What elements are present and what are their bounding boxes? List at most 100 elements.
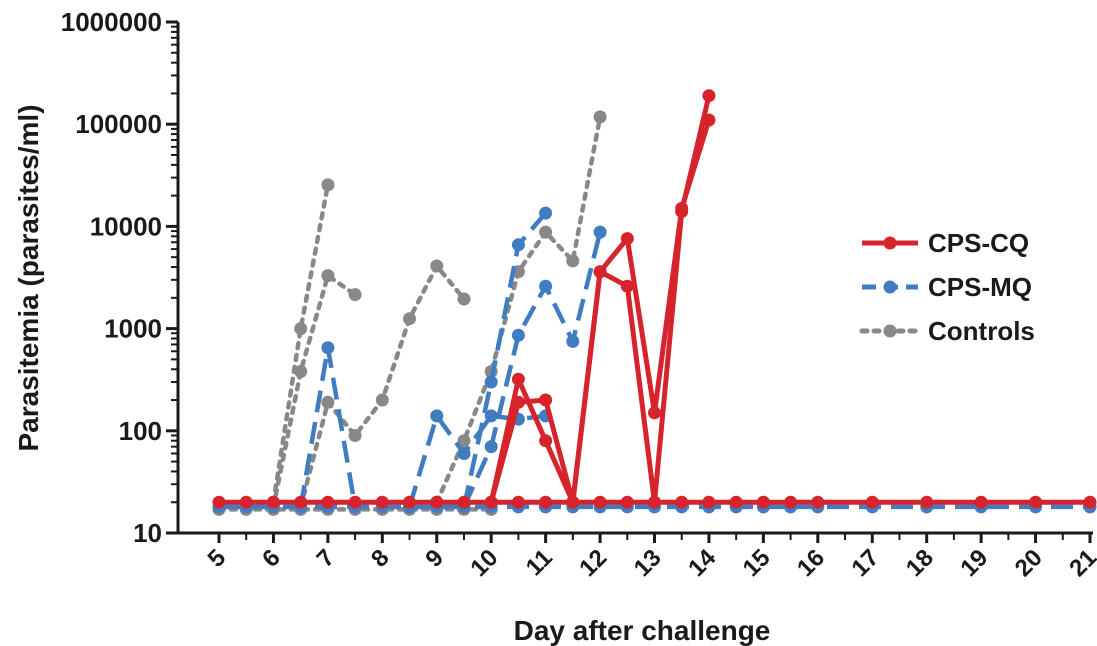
- data-point: [266, 495, 280, 509]
- data-point: [321, 269, 335, 283]
- data-point: [593, 265, 607, 279]
- x-tick-label: 12: [574, 544, 612, 582]
- data-point: [321, 395, 335, 409]
- data-point: [648, 406, 661, 420]
- data-point: [348, 495, 362, 509]
- data-point: [430, 495, 444, 509]
- data-point: [321, 178, 335, 192]
- x-tick-label: 6: [257, 544, 286, 573]
- y-tick-label: 10000: [90, 211, 162, 241]
- data-point: [539, 393, 553, 407]
- data-point: [865, 495, 879, 509]
- data-point: [566, 254, 580, 268]
- x-tick-label: 15: [738, 544, 776, 582]
- data-point: [702, 89, 716, 103]
- x-tick-label: 16: [792, 544, 830, 582]
- data-point: [920, 495, 934, 509]
- data-point: [675, 201, 689, 215]
- data-point: [484, 440, 498, 454]
- data-point: [593, 495, 607, 509]
- series-line: [298, 263, 467, 510]
- legend-item-cps-cq: CPS-CQ: [862, 228, 1029, 258]
- data-point: [294, 495, 308, 509]
- x-axis-title: Day after challenge: [514, 615, 771, 646]
- data-point: [539, 279, 553, 293]
- data-point: [239, 495, 253, 509]
- data-point: [811, 495, 825, 509]
- legend-item-cps-mq: CPS-MQ: [862, 272, 1032, 302]
- legend-label: CPS-CQ: [928, 228, 1029, 258]
- data-point: [539, 434, 553, 448]
- data-point: [620, 232, 634, 246]
- data-point: [511, 238, 525, 252]
- series-layer: [212, 89, 1097, 516]
- data-point: [702, 495, 716, 509]
- data-point: [457, 434, 471, 448]
- series-line: [271, 182, 331, 505]
- data-point: [430, 259, 444, 273]
- data-point: [321, 495, 335, 509]
- data-point: [375, 495, 389, 509]
- data-point: [974, 495, 988, 509]
- data-point: [403, 312, 416, 326]
- data-point: [321, 341, 335, 355]
- x-tick-label: 14: [683, 544, 721, 582]
- x-tick-label: 18: [901, 544, 939, 582]
- y-tick-label: 10: [133, 518, 162, 548]
- data-point: [457, 292, 471, 306]
- data-point: [484, 375, 498, 389]
- x-tick-label: 13: [629, 544, 667, 582]
- data-point: [511, 495, 525, 509]
- data-point: [1029, 495, 1043, 509]
- data-point: [375, 393, 389, 407]
- data-point: [620, 495, 634, 509]
- series-line: [407, 413, 546, 508]
- x-tick-label: 17: [847, 544, 885, 582]
- x-tick-label: 5: [203, 544, 232, 573]
- legend-swatch-marker: [883, 280, 897, 294]
- x-tick-label: 19: [955, 544, 993, 582]
- data-point: [593, 225, 607, 239]
- data-point: [756, 495, 770, 509]
- x-tick-label: 21: [1064, 544, 1097, 582]
- data-point: [539, 495, 553, 509]
- data-point: [566, 495, 580, 509]
- data-point: [212, 495, 226, 509]
- series-line: [488, 95, 712, 505]
- y-axis-title: Parasitemia (parasites/ml): [13, 104, 44, 451]
- data-point: [484, 495, 498, 509]
- data-point: [511, 372, 525, 386]
- data-point: [294, 365, 308, 378]
- y-tick-label: 100000: [75, 109, 162, 139]
- data-point: [348, 429, 362, 442]
- series-line: [461, 211, 548, 508]
- legend-label: CPS-MQ: [928, 272, 1032, 302]
- series-line: [271, 273, 358, 510]
- legend: CPS-CQ CPS-MQ Controls: [859, 228, 1035, 346]
- data-point: [648, 495, 661, 509]
- data-point: [457, 495, 471, 509]
- data-point: [484, 409, 498, 423]
- data-point: [539, 225, 553, 239]
- y-tick-label: 1000000: [61, 7, 162, 37]
- data-point: [403, 495, 416, 509]
- data-point: [430, 409, 444, 423]
- x-tick-label: 7: [312, 544, 341, 573]
- data-point: [620, 279, 634, 293]
- data-point: [566, 334, 580, 348]
- x-tick-label: 11: [521, 544, 558, 581]
- series-line: [461, 231, 603, 508]
- series-controls: [212, 110, 607, 516]
- data-point: [675, 495, 689, 509]
- series-cps-cq: [212, 89, 1097, 509]
- legend-item-controls: Controls: [859, 316, 1035, 346]
- series-line: [488, 119, 712, 505]
- data-point: [294, 322, 308, 336]
- data-point: [539, 206, 553, 220]
- x-tick-label: 9: [420, 544, 449, 573]
- x-tick-label: 8: [366, 544, 395, 573]
- data-point: [729, 495, 743, 509]
- data-point: [1083, 495, 1097, 509]
- data-point: [511, 395, 525, 409]
- data-point: [457, 447, 471, 460]
